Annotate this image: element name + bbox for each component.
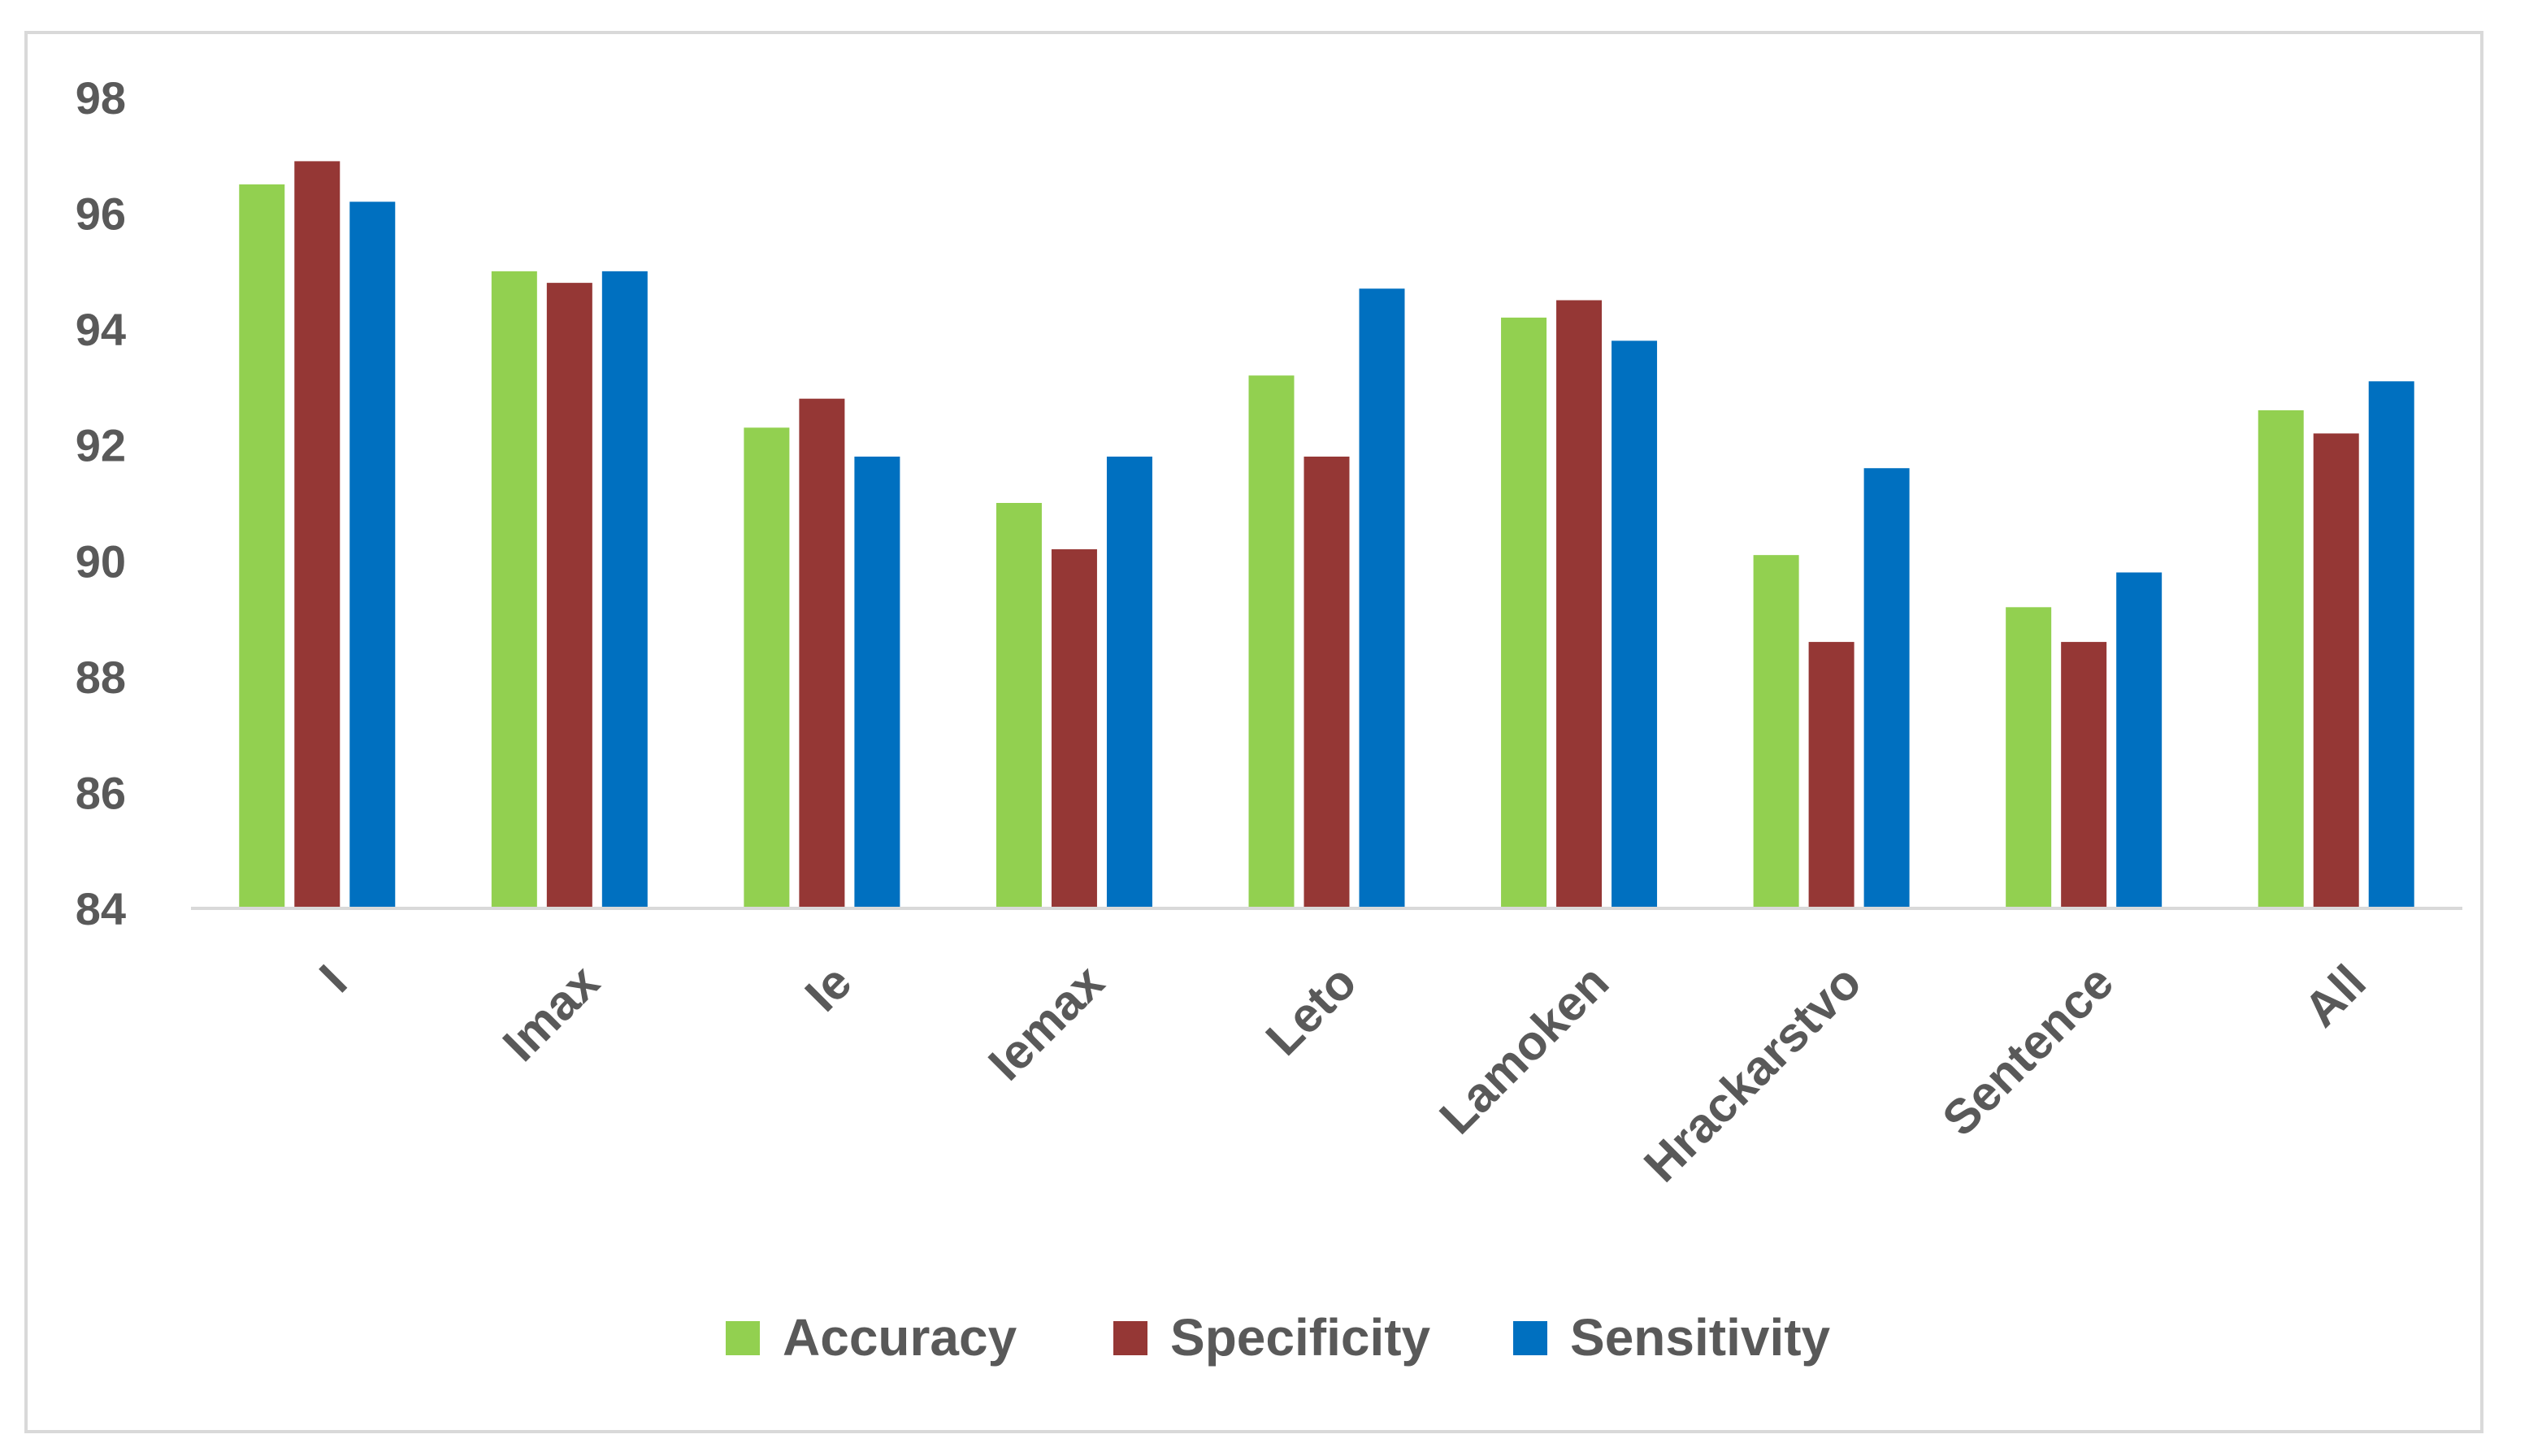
bar-specificity-iemax <box>1051 549 1097 908</box>
y-tick-label: 90 <box>76 535 126 587</box>
legend-swatch-specificity <box>1113 1321 1147 1355</box>
y-tick-label: 84 <box>76 883 126 934</box>
bar-sensitivity-i <box>349 202 396 909</box>
y-tick-label: 98 <box>76 72 126 124</box>
bar-specificity-leto <box>1304 456 1350 908</box>
bar-accuracy-leto <box>1248 375 1295 909</box>
bar-specificity-sentence <box>2061 642 2107 908</box>
bar-sensitivity-leto <box>1359 288 1405 908</box>
legend-label-sensitivity: Sensitivity <box>1570 1308 1831 1367</box>
legend-swatch-sensitivity <box>1513 1321 1547 1355</box>
bar-sensitivity-lamoken <box>1612 340 1658 908</box>
legend-label-specificity: Specificity <box>1170 1308 1431 1367</box>
bar-specificity-lamoken <box>1556 300 1603 908</box>
bar-accuracy-imax <box>491 271 537 908</box>
y-axis-labels: 84 86 88 90 92 94 96 98 <box>76 72 126 934</box>
y-tick-label: 94 <box>76 304 126 355</box>
bar-accuracy-ie <box>744 427 790 908</box>
bar-accuracy-iemax <box>996 503 1042 908</box>
legend-swatch-accuracy <box>726 1321 760 1355</box>
y-tick-label: 96 <box>76 188 126 240</box>
bar-specificity-ie <box>799 398 845 909</box>
y-tick-label: 92 <box>76 420 126 471</box>
legend-label-accuracy: Accuracy <box>783 1308 1017 1367</box>
bar-accuracy-all <box>2258 410 2304 908</box>
bar-sensitivity-iemax <box>1106 456 1152 908</box>
bar-specificity-i <box>294 161 341 908</box>
y-tick-label: 86 <box>76 767 126 818</box>
y-tick-label: 88 <box>76 652 126 703</box>
bar-sensitivity-sentence <box>2116 572 2162 908</box>
bar-sensitivity-imax <box>601 271 648 908</box>
bar-sensitivity-ie <box>854 456 900 908</box>
bar-specificity-all <box>2313 433 2359 908</box>
legend: Accuracy Specificity Sensitivity <box>726 1308 1831 1367</box>
bar-sensitivity-hrackarstvo <box>1863 468 1910 908</box>
bars <box>239 161 2414 909</box>
bar-specificity-hrackarstvo <box>1808 642 1854 908</box>
bar-accuracy-hrackarstvo <box>1753 555 1799 908</box>
bar-accuracy-sentence <box>2006 607 2052 908</box>
bar-specificity-imax <box>546 283 592 909</box>
bar-accuracy-i <box>239 184 285 908</box>
bar-accuracy-lamoken <box>1501 317 1547 908</box>
bar-sensitivity-all <box>2368 381 2414 908</box>
